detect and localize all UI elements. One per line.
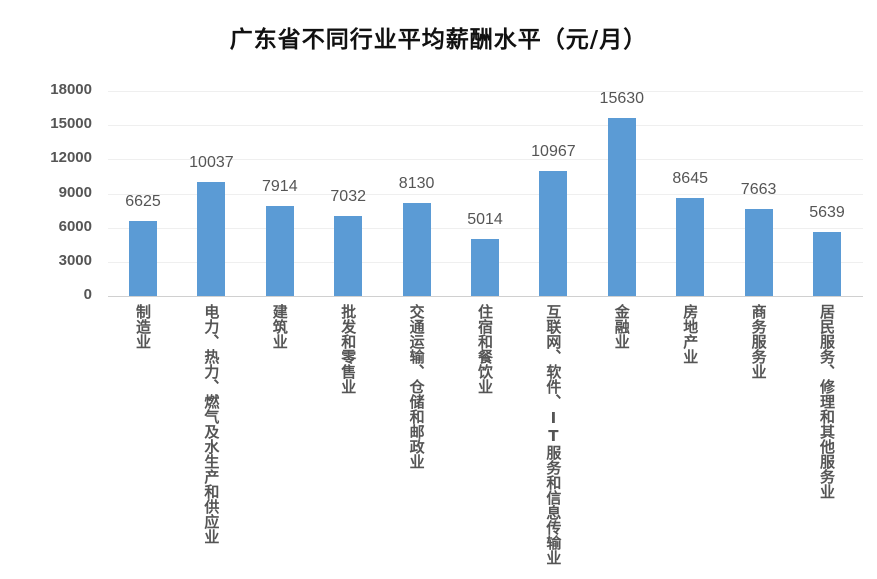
x-category-label: 商务服务业 [749,304,768,379]
x-category-label: 批发和零售业 [339,304,358,394]
bar-value-label: 8645 [672,169,708,187]
y-tick-label: 15000 [50,115,92,133]
x-category-label: 住宿和餐饮业 [476,304,494,394]
gridline [108,91,863,92]
bar [539,171,568,296]
x-category-label: 金融业 [612,304,631,349]
gridline [108,159,863,161]
bar [471,238,499,296]
bar-value-label: 7032 [330,187,366,205]
x-category-label: 房地产业 [681,304,700,364]
bar [607,117,636,296]
x-category-label: 互联网、软件、IT服务和信息传输业 [544,304,563,565]
y-tick-label: 18000 [50,81,92,98]
gridline [108,125,863,127]
bar-value-label: 15630 [599,89,645,107]
y-tick-label: 6000 [58,217,92,235]
bar [744,208,773,296]
y-tick-label: 0 [83,286,92,303]
x-category-label: 建筑业 [270,304,289,349]
x-category-label: 电力、热力、燃气及水生产和供应业 [202,304,221,544]
bar-value-label: 10037 [189,153,234,171]
chart-title: 广东省不同行业平均薪酬水平（元/月） [229,27,648,53]
y-tick-label: 12000 [50,149,92,167]
bar-value-label: 5639 [809,203,845,221]
bar [129,220,157,296]
bar-value-label: 6625 [125,192,161,210]
bar [402,203,431,296]
bar [334,215,363,296]
y-tick-label: 9000 [58,183,92,201]
gridline [108,193,863,195]
bar-value-label: 10967 [531,143,576,161]
bar [265,205,294,296]
bar-value-label: 8130 [398,175,435,193]
x-axis-line [108,296,863,297]
x-category-label: 交通运输、仓储和邮政业 [407,304,426,469]
bar-value-label: 7663 [740,180,777,198]
bar [813,231,841,296]
gridline [108,227,863,229]
bar-value-label: 7914 [262,177,298,195]
x-category-label: 居民服务、修理和其他服务业 [818,304,836,499]
x-category-label: 制造业 [134,304,152,349]
bar-value-label: 5014 [467,210,503,228]
bar [676,197,705,296]
bar [197,181,226,296]
y-tick-label: 3000 [58,251,92,269]
